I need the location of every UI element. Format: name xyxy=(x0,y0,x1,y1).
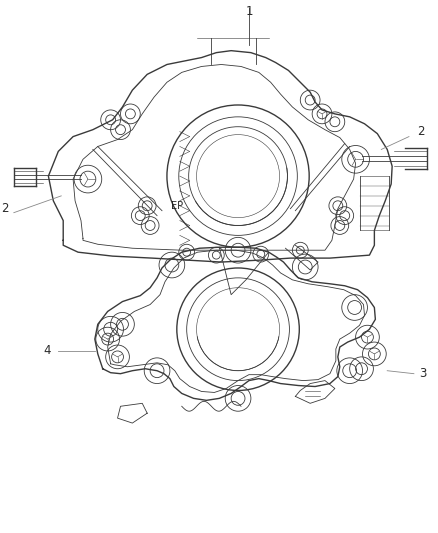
Text: 3: 3 xyxy=(419,367,426,380)
Text: 4: 4 xyxy=(44,344,51,358)
Text: 2: 2 xyxy=(417,125,424,138)
Text: 1: 1 xyxy=(245,5,253,18)
Text: EP: EP xyxy=(171,201,183,211)
Text: 2: 2 xyxy=(1,202,9,215)
